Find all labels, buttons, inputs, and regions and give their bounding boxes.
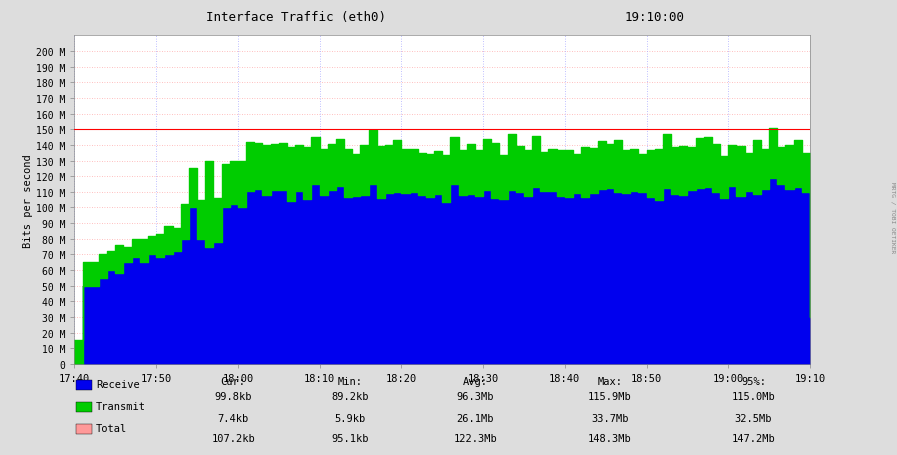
Text: Cur:: Cur: [221, 376, 246, 386]
Text: 147.2Mb: 147.2Mb [732, 433, 775, 443]
Y-axis label: Bits per second: Bits per second [23, 153, 33, 247]
Text: 95.1kb: 95.1kb [331, 433, 369, 443]
Text: 115.0Mb: 115.0Mb [732, 391, 775, 401]
Text: 107.2kb: 107.2kb [212, 433, 255, 443]
Text: Avg:: Avg: [463, 376, 488, 386]
Text: 89.2kb: 89.2kb [331, 391, 369, 401]
Text: 99.8kb: 99.8kb [214, 391, 252, 401]
Text: 19:10:00: 19:10:00 [625, 11, 684, 25]
Text: 96.3Mb: 96.3Mb [457, 391, 494, 401]
Text: Receive: Receive [96, 379, 140, 389]
Text: 95%:: 95%: [741, 376, 766, 386]
Text: MRTG / TOBI OETIKER: MRTG / TOBI OETIKER [890, 182, 895, 253]
Text: 148.3Mb: 148.3Mb [588, 433, 631, 443]
Text: 26.1Mb: 26.1Mb [457, 413, 494, 423]
Text: 32.5Mb: 32.5Mb [735, 413, 772, 423]
Text: 122.3Mb: 122.3Mb [454, 433, 497, 443]
Text: Interface Traffic (eth0): Interface Traffic (eth0) [206, 11, 386, 25]
Text: Min:: Min: [337, 376, 362, 386]
Text: 5.9kb: 5.9kb [335, 413, 365, 423]
Text: 7.4kb: 7.4kb [218, 413, 248, 423]
Text: Max:: Max: [597, 376, 623, 386]
Text: Transmit: Transmit [96, 401, 146, 411]
Text: Total: Total [96, 423, 127, 433]
Text: 33.7Mb: 33.7Mb [591, 413, 629, 423]
Text: 115.9Mb: 115.9Mb [588, 391, 631, 401]
